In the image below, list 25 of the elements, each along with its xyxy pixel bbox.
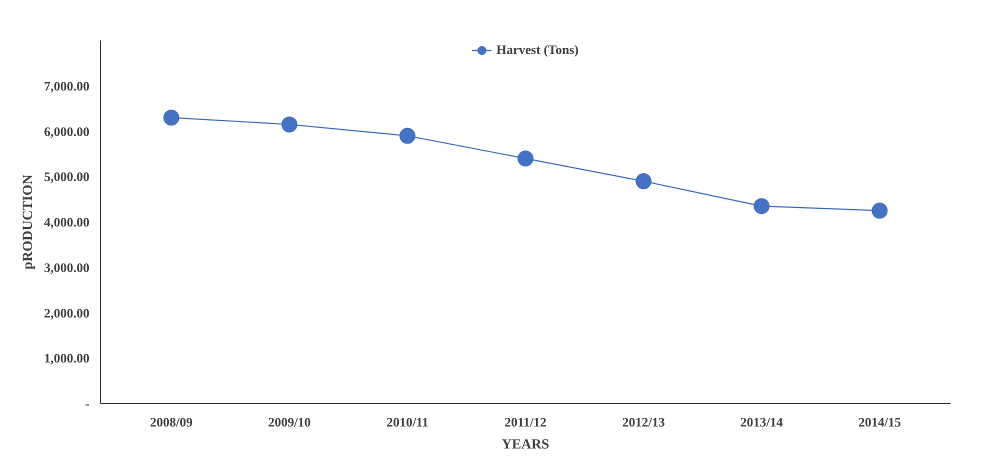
- point: [281, 116, 298, 132]
- y-tick-label: -: [85, 396, 90, 411]
- x-tick-label: 2014/15: [858, 414, 902, 430]
- point: [399, 128, 416, 144]
- y-tick-label: 1,000.00: [44, 350, 90, 366]
- x-axis-title: YEARS: [502, 438, 550, 452]
- x-tick-label: 2012/13: [622, 414, 666, 430]
- y-tick-label: 2,000.00: [44, 305, 90, 320]
- y-tick-label: 5,000.00: [44, 169, 90, 184]
- x-tick-label: 2009/10: [268, 414, 311, 430]
- y-tick-label: 4,000.00: [44, 214, 90, 230]
- point: [163, 110, 180, 126]
- point: [754, 198, 770, 214]
- x-tick-label: 2008/09: [150, 414, 194, 430]
- x-tick-label: 2013/14: [740, 414, 784, 430]
- legend-label: Harvest (Tons): [496, 42, 579, 58]
- y-tick-label: 3,000.00: [44, 260, 90, 275]
- x-tick-label: 2010/11: [386, 414, 428, 430]
- point: [872, 202, 888, 219]
- y-tick-label: 6,000.00: [44, 124, 90, 139]
- point: [518, 150, 534, 166]
- x-tick-label: 2011/12: [504, 414, 546, 430]
- y-tick-label: 7,000.00: [44, 78, 90, 94]
- point: [636, 173, 652, 190]
- y-axis-title: pRODUCTION: [21, 174, 36, 270]
